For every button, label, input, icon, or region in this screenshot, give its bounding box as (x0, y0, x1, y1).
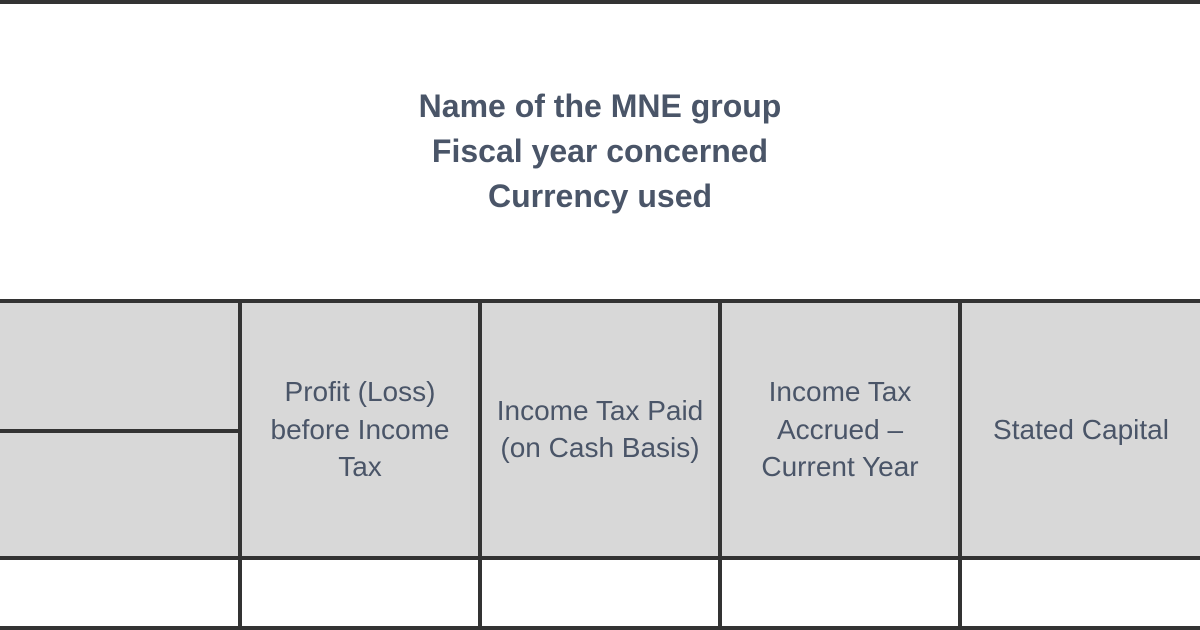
column-header-row: Profit (Loss) before Income Tax Income T… (0, 301, 1200, 558)
table-title-row: Name of the MNE group Fiscal year concer… (0, 2, 1200, 301)
title-line-2: Fiscal year concerned (20, 129, 1180, 174)
data-cell (240, 558, 480, 628)
column-header-stated-capital: Stated Capital (960, 301, 1200, 558)
column-header-tax-accrued: Income Tax Accrued – Current Year (720, 301, 960, 558)
column-header-tax-paid: Income Tax Paid (on Cash Basis) (480, 301, 720, 558)
data-cell (720, 558, 960, 628)
data-cell (0, 558, 240, 628)
column-header-profit-loss: Profit (Loss) before Income Tax (240, 301, 480, 558)
title-line-3: Currency used (20, 174, 1180, 219)
table-container: Name of the MNE group Fiscal year concer… (0, 0, 1200, 630)
data-cell (960, 558, 1200, 628)
table-title-cell: Name of the MNE group Fiscal year concer… (0, 2, 1200, 301)
mne-report-table: Name of the MNE group Fiscal year concer… (0, 0, 1200, 630)
table-row (0, 558, 1200, 628)
column-header-partial-left (0, 301, 240, 558)
title-line-1: Name of the MNE group (20, 84, 1180, 129)
data-cell (480, 558, 720, 628)
